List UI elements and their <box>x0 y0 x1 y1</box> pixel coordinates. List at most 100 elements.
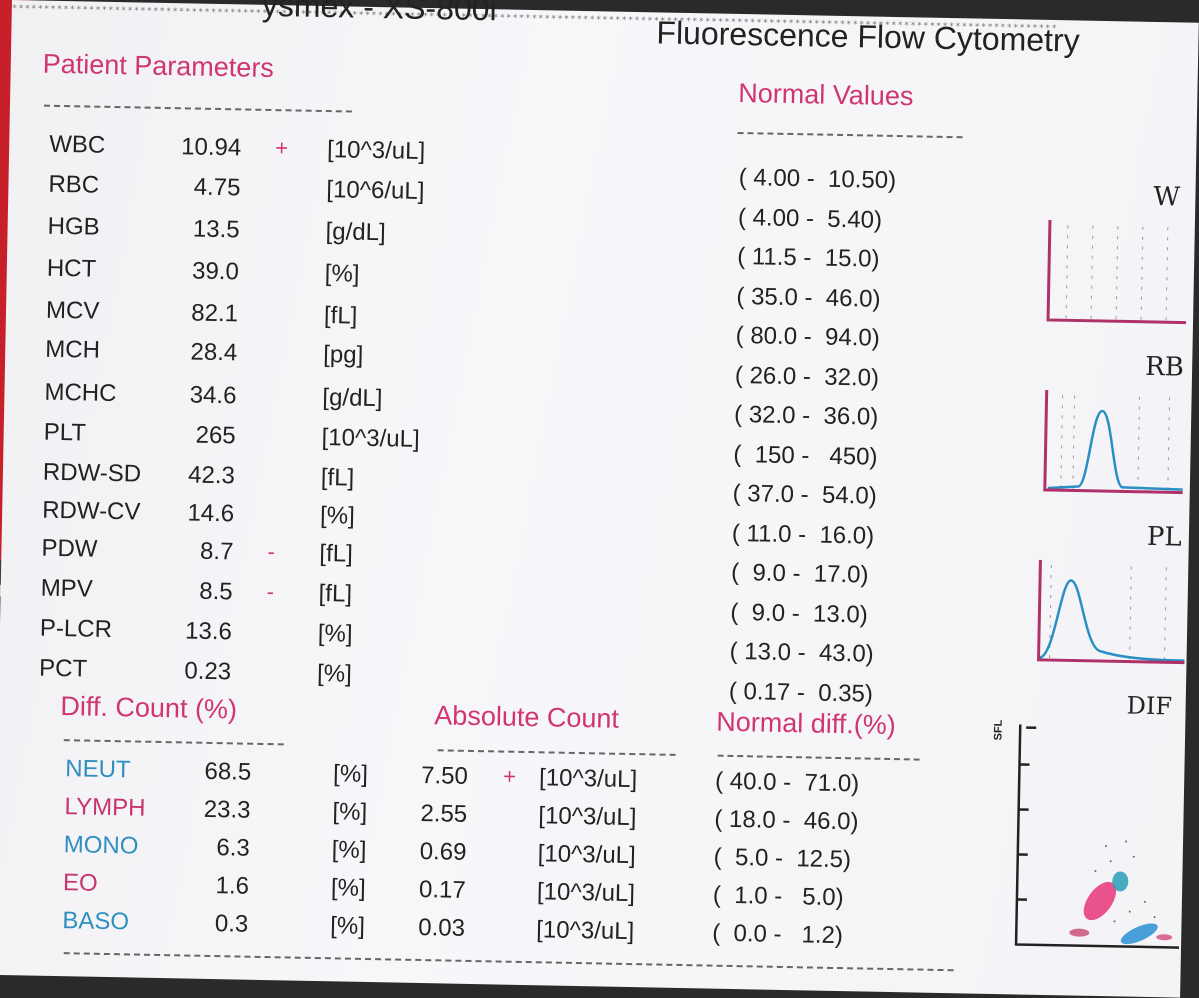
normal-values-heading: Normal Values <box>738 78 914 112</box>
param-unit: [g/dL] <box>322 384 383 413</box>
param-unit: [fL] <box>319 540 353 569</box>
param-value: 42.3 <box>163 461 236 490</box>
diff-percent: 23.3 <box>186 796 251 825</box>
diff-normal-range: ( 0.0 - 1.2) <box>712 920 843 951</box>
diff-name: LYMPH <box>64 793 145 823</box>
diff-absolute: 0.03 <box>418 914 465 943</box>
rbc-curve <box>1048 410 1184 491</box>
diff-absolute-unit: [10^3/uL] <box>536 916 635 946</box>
param-normal-range: ( 26.0 - 32.0) <box>735 361 880 392</box>
param-normal-range: ( 11.0 - 16.0) <box>732 519 875 550</box>
param-normal-range: ( 4.00 - 10.50) <box>738 164 896 195</box>
param-unit: [%] <box>325 260 360 289</box>
param-value: 14.6 <box>162 499 235 528</box>
diff-percent: 0.3 <box>184 909 249 938</box>
diff-percent-unit: [%] <box>332 798 367 827</box>
instrument-name: ysmex - XS-800i <box>262 0 497 28</box>
param-unit: [%] <box>318 620 353 649</box>
param-unit: [10^3/uL] <box>321 424 420 454</box>
diff-percent-unit: [%] <box>331 836 366 865</box>
param-value: 28.4 <box>165 338 238 367</box>
normal-diff-heading: Normal diff.(%) <box>716 707 896 741</box>
diff-flag: + <box>503 764 516 790</box>
report-title: Fluorescence Flow Cytometry <box>656 14 1080 59</box>
plt-graph-label: PL <box>1147 522 1182 553</box>
diff-percent-unit: [%] <box>333 760 368 789</box>
diff-absolute-unit: [10^3/uL] <box>537 840 636 870</box>
param-normal-range: ( 37.0 - 54.0) <box>732 480 877 511</box>
param-unit: [10^3/uL] <box>327 136 426 166</box>
param-name: HCT <box>47 255 97 284</box>
param-normal-range: ( 9.0 - 17.0) <box>731 559 869 590</box>
diff-normal-range: ( 18.0 - 46.0) <box>714 806 859 837</box>
debris-cluster <box>1069 928 1089 936</box>
diff-absolute: 7.50 <box>421 762 468 791</box>
wbc-histogram <box>1046 220 1188 343</box>
diff-name: NEUT <box>65 755 131 784</box>
diff-name: EO <box>63 869 98 898</box>
diff-count-heading: Diff. Count (%) <box>60 691 237 725</box>
diff-percent-unit: [%] <box>331 874 366 903</box>
diff-graph-label: DIF <box>1126 692 1172 721</box>
param-unit: [g/dL] <box>325 218 386 247</box>
divider <box>438 749 676 756</box>
rbc-graph-label: RB <box>1145 352 1184 383</box>
param-name: PLT <box>43 419 86 448</box>
diff-absolute-unit: [10^3/uL] <box>539 764 638 794</box>
param-unit: [fL] <box>318 580 352 609</box>
param-name: MCHC <box>44 379 117 408</box>
patient-parameters-heading: Patient Parameters <box>42 49 274 84</box>
divider <box>64 739 284 745</box>
param-name: WBC <box>49 131 106 160</box>
diff-normal-range: ( 1.0 - 5.0) <box>713 882 844 913</box>
param-value: 8.5 <box>160 577 233 606</box>
param-unit: [pg] <box>323 341 364 370</box>
param-value: 265 <box>163 421 236 450</box>
sfl-axis-label: SFL <box>992 720 1004 741</box>
param-unit: [fL] <box>321 464 355 493</box>
grid-lines <box>1061 395 1170 492</box>
param-flag: - <box>266 579 274 605</box>
divider <box>64 952 954 971</box>
plt-curve <box>1040 580 1186 661</box>
diff-absolute: 0.69 <box>419 838 466 867</box>
param-name: RDW-SD <box>43 459 142 489</box>
divider <box>718 755 920 761</box>
param-unit: [fL] <box>324 302 358 331</box>
param-flag: - <box>267 539 275 565</box>
diff-name: MONO <box>64 831 139 860</box>
param-name: RBC <box>48 171 99 200</box>
param-name: MPV <box>40 575 93 604</box>
divider <box>738 132 963 138</box>
param-unit: [10^6/uL] <box>326 176 425 206</box>
grid-lines <box>1066 225 1168 322</box>
graph-axis <box>1039 560 1187 663</box>
param-value: 13.5 <box>167 215 240 244</box>
param-value: 8.7 <box>161 537 234 566</box>
param-value: 39.0 <box>167 257 240 286</box>
neut-cluster <box>1118 919 1160 948</box>
param-normal-range: ( 11.5 - 15.0) <box>737 243 880 274</box>
diff-absolute: 0.17 <box>419 876 466 905</box>
param-normal-range: ( 80.0 - 94.0) <box>735 322 880 353</box>
diff-absolute-unit: [10^3/uL] <box>537 878 636 908</box>
plt-histogram <box>1034 560 1186 683</box>
param-normal-range: ( 32.0 - 36.0) <box>734 401 879 432</box>
param-unit: [%] <box>320 502 355 531</box>
param-value: 13.6 <box>160 617 233 646</box>
eo-cluster <box>1156 934 1172 940</box>
param-normal-range: ( 9.0 - 13.0) <box>730 598 868 629</box>
diff-normal-range: ( 40.0 - 71.0) <box>715 768 860 799</box>
param-name: RDW-CV <box>42 497 141 527</box>
param-name: MCV <box>46 297 100 326</box>
diff-absolute-unit: [10^3/uL] <box>538 802 637 832</box>
param-name: P-LCR <box>40 615 113 644</box>
param-value: 82.1 <box>166 299 239 328</box>
param-value: 4.75 <box>168 173 241 202</box>
param-flag: + <box>275 135 288 161</box>
diff-normal-range: ( 5.0 - 12.5) <box>713 844 851 875</box>
param-value: 0.23 <box>159 657 232 686</box>
param-normal-range: ( 150 - 450) <box>733 440 878 471</box>
divider <box>44 105 352 113</box>
